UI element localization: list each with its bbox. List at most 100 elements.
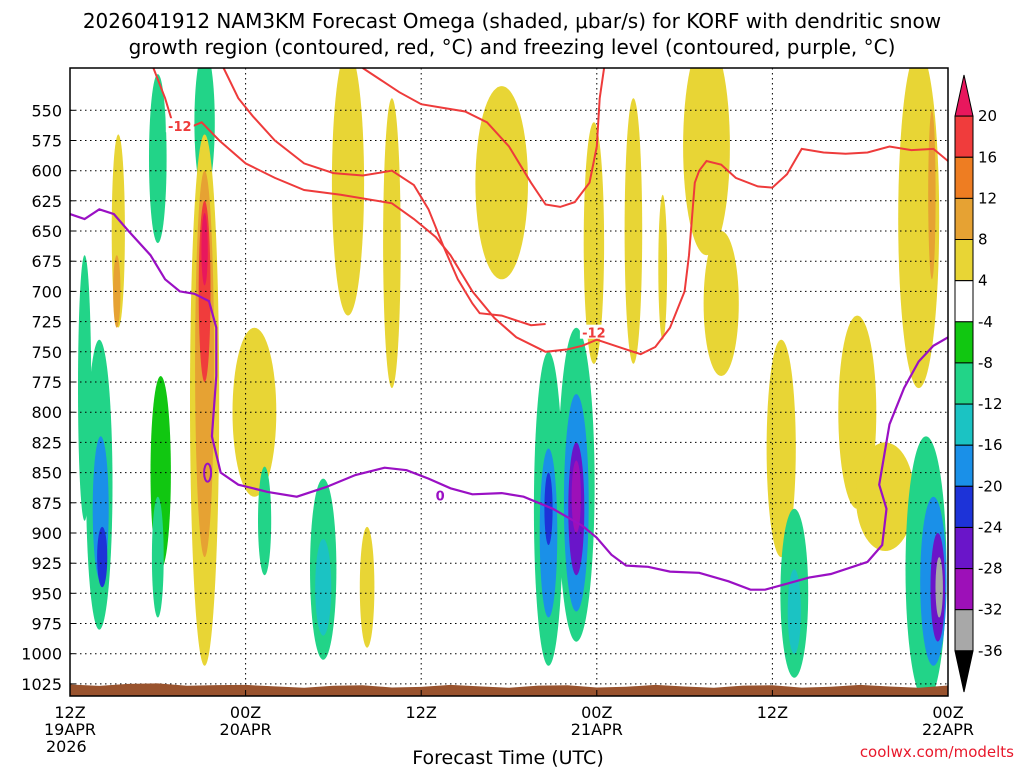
y-tick-label-5: 675 [31,252,62,271]
y-tick-label-9: 775 [31,373,62,392]
omega-region-6 [149,74,167,244]
x-tick-label-0-1: 19APR [44,720,96,739]
dendritic-contour-0 [152,68,948,356]
x-tick-label-0-0: 12Z [54,703,85,722]
colorbar-label-8: -16 [978,436,1003,454]
omega-region-35 [766,339,796,558]
omega-region-21 [383,98,401,388]
y-tick-label-18: 1000 [21,645,62,664]
y-tick-label-19: 1025 [21,675,62,694]
y-tick-label-15: 925 [31,554,62,573]
y-tick-label-11: 825 [31,433,62,452]
x-tick-label-0-2: 2026 [46,737,87,756]
freezing-level-loop-0 [203,462,213,483]
surface-terrain [70,683,948,696]
colorbar-label-1: 16 [978,148,997,166]
y-tick-label-16: 950 [31,584,62,603]
omega-region-34 [703,231,739,376]
x-axis-label: Forecast Time (UTC) [412,747,603,768]
colorbar-label-0: 20 [978,107,997,125]
dendritic-contour-1 [222,68,546,327]
omega-region-45 [935,557,943,618]
colorbar-segment-6 [954,321,974,364]
x-tick-label-1-0: 00Z [230,703,261,722]
dendritic-contour-2 [362,68,606,208]
omega-region-33 [683,68,730,256]
colorbar: 20 16 12 8 4 -4 -8 -12 -16 -20 -24 -28 -32 -36 [954,74,1003,693]
freezing-level-contour [70,208,948,591]
x-tick-label-4-0: 12Z [757,703,788,722]
colorbar-label-2: 12 [978,189,997,207]
chart-title-line-2: growth region (contoured, red, °C) and f… [129,35,896,59]
x-tick-label-5-1: 22APR [922,720,974,739]
x-tick-label-1-1: 20APR [220,720,272,739]
omega-region-16 [258,466,272,576]
colorbar-segment-9 [954,444,974,487]
contour-lines: -12 -12 0 [70,68,948,591]
contour-label-bg-1 [579,324,608,339]
omega-region-14 [201,213,208,286]
colorbar-segment-4 [954,239,974,282]
y-tick-label-13: 875 [31,494,62,513]
omega-region-15 [232,327,277,497]
colorbar-label-4: 4 [978,272,988,290]
omega-region-29 [571,460,581,533]
y-tick-label-2: 600 [31,162,62,181]
freezing-level-label: 0 [436,490,445,505]
colorbar-segment-14 [954,650,974,693]
colorbar-segment-0 [954,74,974,117]
colorbar-label-13: -36 [978,642,1003,660]
y-tick-label-17: 975 [31,615,62,634]
colorbar-segment-7 [954,362,974,405]
colorbar-label-6: -8 [978,354,993,372]
y-axis-ticks: 550 575 600 625 650 675 700 725 750 775 800 825 850 8… [21,101,75,694]
y-tick-label-10: 800 [31,403,62,422]
omega-region-25 [544,472,553,545]
colorbar-label-10: -24 [978,519,1003,537]
colorbar-segment-12 [954,568,974,611]
colorbar-segment-3 [954,197,974,240]
omega-region-39 [855,442,915,551]
colorbar-segment-13 [954,609,974,652]
chart-title-line-1: 2026041912 NAM3KM Forecast Omega (shaded… [83,9,941,33]
colorbar-segment-5 [954,280,974,323]
colorbar-segment-1 [954,115,974,158]
omega-region-37 [787,569,801,654]
x-tick-label-5-0: 00Z [932,703,963,722]
dendritic-contour-label-0: -12 [168,120,192,135]
colorbar-label-12: -32 [978,601,1003,619]
y-tick-label-3: 625 [31,192,62,211]
omega-region-3 [97,526,108,588]
x-tick-label-3-0: 00Z [581,703,612,722]
omega-region-22 [475,86,528,280]
y-tick-label-6: 700 [31,282,62,301]
colorbar-segment-10 [954,485,974,528]
dendritic-contour-label-1: -12 [582,327,606,342]
y-tick-label-8: 750 [31,343,62,362]
omega-region-5 [113,255,121,328]
x-tick-label-2-0: 12Z [406,703,437,722]
omega-region-8 [151,496,164,618]
colorbar-segment-2 [954,156,974,199]
y-tick-label-14: 900 [31,524,62,543]
colorbar-label-5: -4 [978,313,993,331]
omega-region-31 [624,98,643,364]
y-tick-label-1: 575 [31,132,62,151]
y-tick-label-7: 725 [31,313,62,332]
colorbar-label-9: -20 [978,477,1003,495]
omega-region-19 [359,526,375,648]
y-tick-label-12: 850 [31,464,62,483]
colorbar-label-11: -28 [978,560,1003,578]
omega-region-32 [658,194,668,340]
credit-text: coolwx.com/modelts [860,743,1014,761]
y-tick-label-4: 650 [31,222,62,241]
contour-label-bg-0 [165,118,194,133]
colorbar-label-3: 8 [978,231,988,249]
colorbar-segment-11 [954,527,974,570]
x-tick-label-3-1: 21APR [571,720,623,739]
omega-region-18 [315,539,332,636]
omega-region-41 [928,110,936,280]
y-tick-label-0: 550 [31,101,62,120]
